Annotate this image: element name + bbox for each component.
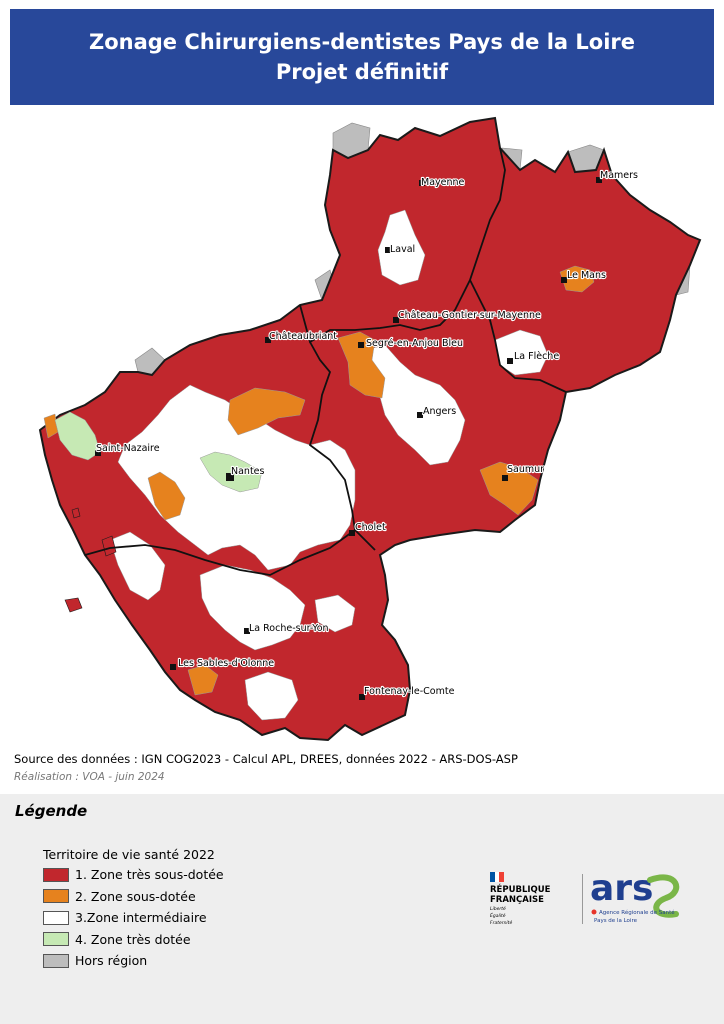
french-flag-icon	[490, 872, 505, 882]
zone-2-area	[147, 471, 186, 521]
legend-swatch	[43, 867, 69, 882]
zone-2-area	[479, 461, 539, 516]
legend-panel: Légende Territoire de vie santé 2022 1. …	[0, 794, 724, 1024]
city-label: Cholet	[355, 522, 386, 533]
city-label: Laval	[390, 244, 415, 255]
city-label: La Roche-sur-Yon	[249, 623, 329, 634]
ars-logo: ars Agence Régionale de Santé Pays de la…	[590, 868, 680, 924]
zone-3-area	[109, 531, 166, 601]
ars-swoosh-icon	[647, 874, 680, 918]
city-markers	[95, 177, 602, 700]
department-boundary	[469, 279, 567, 393]
city-marker	[349, 530, 355, 536]
legend-label: 1. Zone très sous-dotée	[75, 867, 224, 883]
city-label: Saint-Nazaire	[96, 443, 160, 454]
republique-francaise-logo: RÉPUBLIQUE FRANÇAISE Liberté Égalité Fra…	[490, 872, 570, 932]
legend-swatch	[43, 932, 69, 947]
island-areas	[64, 507, 117, 613]
legend-item: 2. Zone sous-dotée	[43, 886, 224, 908]
department-boundary	[84, 529, 356, 576]
city-marker	[358, 342, 364, 348]
city-label: Fontenay-le-Comte	[364, 686, 455, 697]
city-marker	[244, 628, 250, 634]
rf-motto-3: Fraternité	[490, 921, 513, 926]
ars-dot-icon	[591, 909, 597, 915]
logo-divider	[582, 874, 583, 924]
island-area	[64, 597, 83, 613]
ars-subtitle-1: Agence Régionale de Santé	[599, 909, 675, 916]
legend-label: 4. Zone très dotée	[75, 931, 191, 947]
city-marker	[561, 277, 567, 283]
legend-subtitle: Territoire de vie santé 2022	[43, 847, 215, 862]
legend-title: Légende	[15, 802, 88, 820]
legend-item: Hors région	[43, 950, 224, 972]
rf-motto-1: Liberté	[490, 907, 506, 912]
zone-2-area	[187, 664, 219, 696]
city-label: Mamers	[600, 170, 638, 181]
department-boundary	[308, 341, 376, 551]
city-label: Nantes	[231, 466, 265, 477]
city-marker	[226, 473, 234, 481]
rf-motto-2: Égalité	[490, 914, 506, 919]
legend-list: 1. Zone très sous-dotée 2. Zone sous-dot…	[43, 864, 224, 972]
city-label: Mayenne	[421, 177, 465, 188]
zone-2-areas	[43, 265, 595, 696]
zone-2-area	[227, 387, 306, 436]
ars-wordmark: ars	[590, 868, 653, 909]
zone-2-area	[559, 265, 595, 293]
zone-3-area	[364, 344, 466, 466]
department-boundaries	[84, 147, 567, 576]
rf-name-line-1: RÉPUBLIQUE	[490, 885, 551, 895]
zone-3-area	[377, 209, 426, 286]
zone-3-area	[314, 594, 356, 633]
city-marker	[95, 450, 101, 456]
legend-swatch	[43, 910, 69, 925]
title-line-2: Projet définitif	[275, 60, 449, 84]
legend-label: 3.Zone intermédiaire	[75, 910, 207, 926]
title-line-1: Zonage Chirurgiens-dentistes Pays de la …	[89, 30, 635, 54]
department-boundary	[299, 147, 506, 344]
title-banner: Zonage Chirurgiens-dentistes Pays de la …	[10, 9, 714, 105]
zone-3-area	[244, 671, 299, 721]
legend-swatch	[43, 953, 69, 968]
city-label: Château-Gontier-sur-Mayenne	[398, 310, 541, 321]
city-marker	[502, 475, 508, 481]
legend-label: Hors région	[75, 953, 148, 969]
city-marker	[170, 664, 176, 670]
city-label: Les Sables-d'Olonne	[178, 658, 274, 669]
city-marker	[419, 180, 425, 186]
city-marker	[507, 358, 513, 364]
city-label: Le Mans	[567, 270, 606, 281]
city-label: Angers	[423, 406, 456, 417]
island-area	[71, 507, 81, 519]
region-map: Mamers Mayenne Laval Le Mans Château-Gon…	[38, 116, 702, 742]
legend-label: 2. Zone sous-dotée	[75, 888, 196, 904]
city-labels: Mamers Mayenne Laval Le Mans Château-Gon…	[95, 169, 639, 698]
rf-name-line-2: FRANÇAISE	[490, 895, 544, 905]
city-marker	[385, 247, 391, 253]
legend-item: 3.Zone intermédiaire	[43, 907, 224, 929]
city-marker	[359, 694, 365, 700]
legend-swatch	[43, 889, 69, 904]
credit-note: Réalisation : VOA - juin 2024	[14, 771, 165, 783]
ars-subtitle-2: Pays de la Loire	[594, 918, 638, 924]
city-label: La Flèche	[514, 351, 559, 362]
city-label: Segré-en-Anjou Bleu	[366, 338, 463, 349]
zone-4-area	[199, 451, 263, 493]
city-marker	[393, 317, 399, 323]
legend-item: 1. Zone très sous-dotée	[43, 864, 224, 886]
legend-item: 4. Zone très dotée	[43, 929, 224, 951]
city-label: Saumur	[507, 464, 544, 475]
city-marker	[596, 177, 602, 183]
data-source-note: Source des données : IGN COG2023 - Calcu…	[14, 752, 518, 766]
city-marker	[417, 412, 423, 418]
zone-2-area	[337, 331, 386, 399]
city-marker	[265, 337, 271, 343]
zone-1-area	[38, 116, 702, 742]
city-label: Châteaubriant	[269, 331, 337, 342]
island-area	[101, 535, 117, 557]
